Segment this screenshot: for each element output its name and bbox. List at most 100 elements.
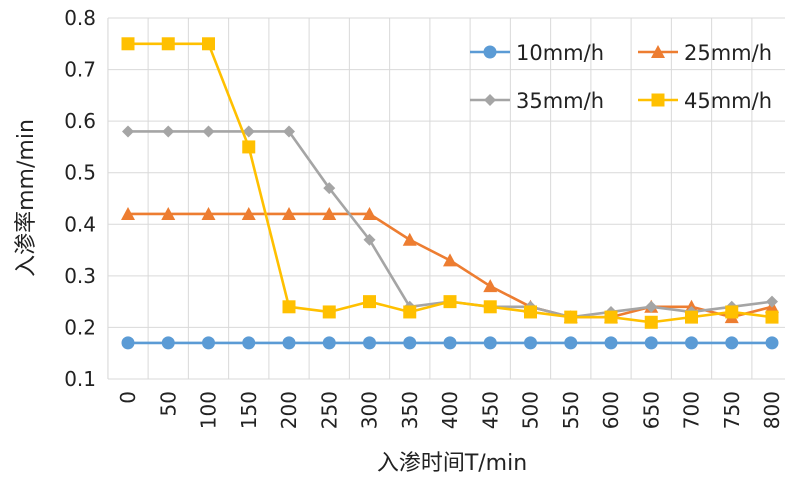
x-tick-label: 450 bbox=[478, 391, 502, 429]
x-tick-label: 150 bbox=[237, 391, 261, 429]
data-point bbox=[322, 336, 336, 350]
x-tick-label: 700 bbox=[680, 391, 704, 429]
data-point bbox=[564, 310, 578, 324]
legend-label: 45mm/h bbox=[684, 89, 772, 113]
y-tick-label: 0.5 bbox=[64, 161, 96, 185]
data-point bbox=[443, 295, 457, 309]
series-layer bbox=[121, 37, 779, 350]
data-point bbox=[765, 310, 779, 324]
data-point bbox=[524, 305, 537, 319]
data-point bbox=[282, 300, 296, 314]
data-point bbox=[363, 233, 376, 246]
data-point bbox=[524, 336, 537, 350]
series-line bbox=[128, 42, 773, 324]
y-tick-label: 0.1 bbox=[64, 367, 96, 391]
data-point bbox=[403, 305, 417, 319]
data-point bbox=[644, 336, 658, 350]
legend-marker bbox=[651, 45, 665, 58]
data-point bbox=[564, 336, 578, 350]
data-point bbox=[604, 336, 618, 350]
data-point bbox=[443, 336, 457, 350]
legend-item: 10mm/h bbox=[470, 41, 604, 65]
legend-item: 45mm/h bbox=[638, 89, 772, 113]
data-point bbox=[122, 125, 134, 138]
data-point bbox=[323, 182, 336, 195]
legend: 10mm/h 25mm/h 35mm/h 45mm/h bbox=[470, 41, 772, 113]
x-axis-ticks: 0 50 100 150 200 250 300 350 400 450 500 550 600 650 7… bbox=[116, 391, 784, 429]
data-point bbox=[121, 206, 135, 220]
legend-item: 25mm/h bbox=[638, 41, 772, 65]
data-point bbox=[202, 37, 215, 51]
data-point bbox=[282, 206, 296, 220]
legend-label: 10mm/h bbox=[516, 41, 604, 65]
legend-label: 35mm/h bbox=[516, 89, 604, 113]
x-tick-label: 750 bbox=[720, 391, 744, 429]
y-tick-label: 0.2 bbox=[64, 315, 96, 339]
x-tick-label: 500 bbox=[519, 391, 543, 429]
series-45mm/h bbox=[121, 37, 779, 329]
data-point bbox=[161, 206, 176, 220]
data-point bbox=[241, 206, 256, 220]
data-point bbox=[363, 336, 376, 350]
y-axis-title: 入渗率mm/min bbox=[14, 119, 39, 277]
data-point bbox=[322, 305, 336, 319]
x-tick-label: 350 bbox=[398, 391, 422, 429]
data-point bbox=[202, 336, 215, 350]
data-point bbox=[685, 310, 698, 324]
data-point bbox=[443, 253, 457, 267]
data-point bbox=[162, 125, 175, 138]
data-point bbox=[201, 206, 216, 220]
legend-item: 35mm/h bbox=[470, 89, 604, 113]
data-point bbox=[644, 315, 658, 329]
legend-marker bbox=[484, 94, 496, 106]
y-axis-ticks: 0.1 0.2 0.3 0.4 0.5 0.6 0.7 0.8 bbox=[64, 6, 96, 391]
x-tick-label: 600 bbox=[599, 391, 623, 429]
data-point bbox=[765, 336, 779, 350]
data-point bbox=[645, 300, 658, 313]
data-point bbox=[402, 232, 417, 246]
data-point bbox=[121, 37, 135, 51]
data-point bbox=[766, 295, 778, 308]
x-axis-title: 入渗时间T/min bbox=[377, 451, 527, 476]
grid bbox=[107, 17, 785, 380]
data-point bbox=[483, 336, 497, 350]
data-point bbox=[725, 305, 739, 319]
data-point bbox=[282, 336, 296, 350]
x-tick-label: 550 bbox=[559, 391, 583, 429]
data-point bbox=[121, 336, 135, 350]
x-tick-label: 250 bbox=[317, 391, 341, 429]
data-point bbox=[363, 295, 376, 309]
data-point bbox=[483, 300, 497, 314]
data-point bbox=[161, 336, 175, 350]
data-point bbox=[362, 206, 377, 220]
series-10mm/h bbox=[121, 336, 779, 350]
data-point bbox=[725, 336, 739, 350]
data-point bbox=[242, 336, 256, 350]
data-point bbox=[242, 140, 256, 154]
y-tick-label: 0.8 bbox=[64, 6, 96, 30]
data-point bbox=[283, 125, 295, 138]
x-tick-label: 400 bbox=[438, 391, 462, 429]
legend-marker bbox=[483, 45, 497, 59]
data-point bbox=[403, 336, 417, 350]
y-tick-label: 0.4 bbox=[64, 212, 96, 236]
y-tick-label: 0.3 bbox=[64, 264, 96, 288]
data-point bbox=[685, 336, 698, 350]
x-tick-label: 100 bbox=[197, 391, 221, 429]
data-point bbox=[322, 206, 337, 220]
data-point bbox=[604, 310, 618, 324]
y-tick-label: 0.6 bbox=[64, 109, 96, 133]
x-tick-label: 50 bbox=[156, 391, 180, 416]
y-tick-label: 0.7 bbox=[64, 58, 96, 82]
x-tick-label: 200 bbox=[277, 391, 301, 429]
x-tick-label: 800 bbox=[760, 391, 784, 429]
x-tick-label: 0 bbox=[116, 391, 140, 404]
legend-label: 25mm/h bbox=[684, 41, 772, 65]
x-tick-label: 300 bbox=[358, 391, 382, 429]
x-tick-label: 650 bbox=[639, 391, 663, 429]
data-point bbox=[202, 125, 215, 138]
data-point bbox=[483, 279, 498, 293]
data-point bbox=[242, 125, 255, 138]
data-point bbox=[161, 37, 175, 51]
